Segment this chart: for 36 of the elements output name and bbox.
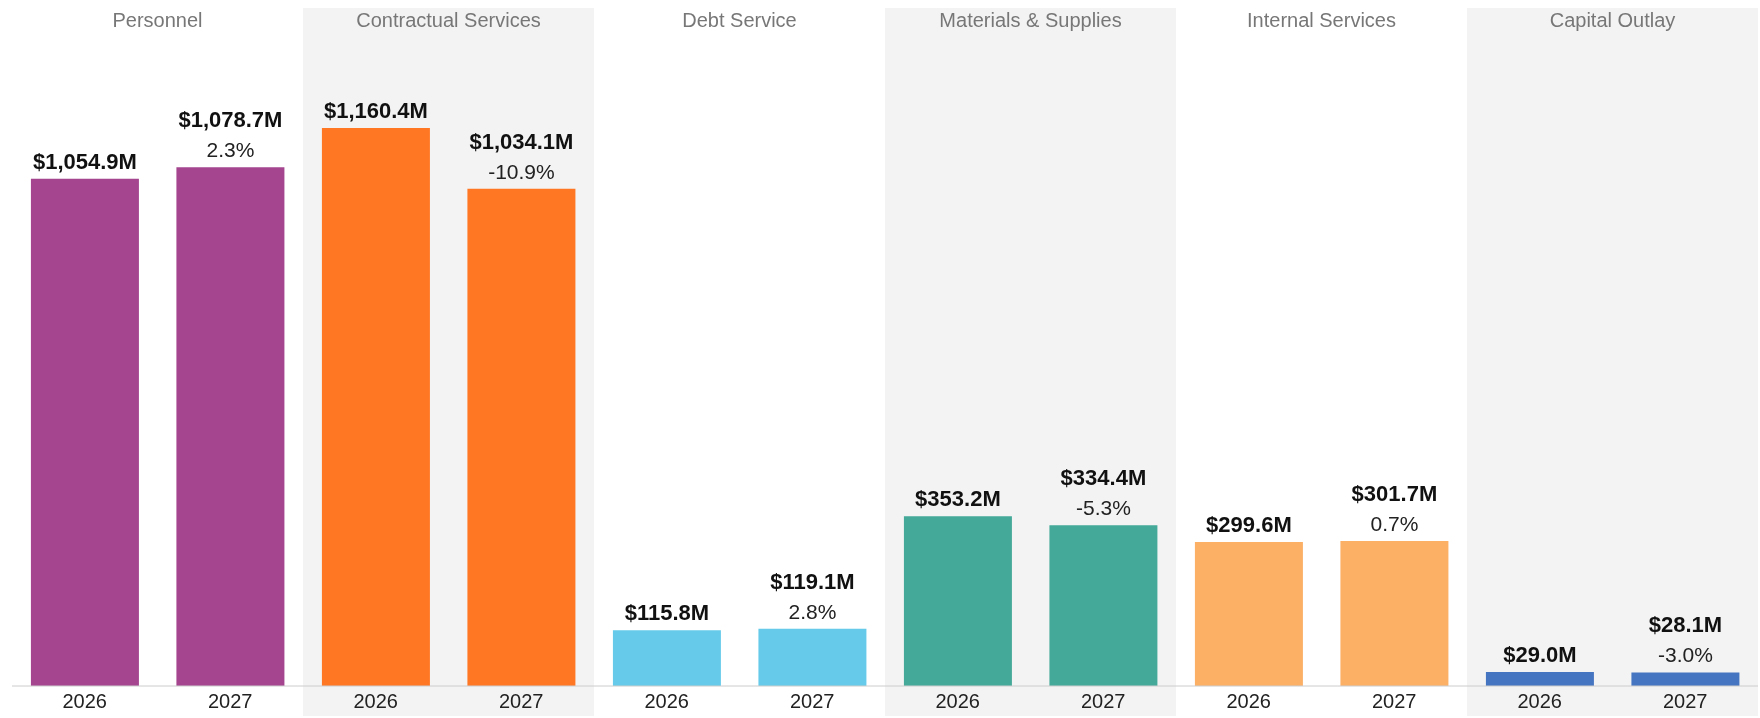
data-label: $119.1M <box>770 568 855 594</box>
x-tick-label: 2026 <box>1226 690 1271 713</box>
x-tick-label: 2026 <box>644 690 689 713</box>
x-tick-label: 2026 <box>62 690 107 713</box>
data-label: $299.6M <box>1206 511 1292 537</box>
annotation: -3.0% <box>1657 643 1713 667</box>
data-label: $1,034.1M <box>469 128 574 154</box>
annotation: -10.9% <box>488 159 555 183</box>
data-label: $29.0M <box>1503 642 1577 668</box>
data-label: $115.8M <box>624 600 710 626</box>
annotation: -5.3% <box>1075 496 1131 520</box>
data-label: $1,160.4M <box>323 98 428 123</box>
chart-title: Materials & Supplies <box>938 8 1123 32</box>
chart-title: Personnel <box>111 8 204 32</box>
annotation: 2.8% <box>788 599 837 623</box>
x-tick-label: 2026 <box>353 690 398 713</box>
annotation: 2.3% <box>206 138 255 162</box>
annotation: 0.7% <box>1370 511 1419 535</box>
x-tick-label: 2027 <box>1081 690 1126 713</box>
x-tick-label: 2027 <box>1663 690 1708 713</box>
data-label: $28.1M <box>1648 612 1723 638</box>
x-tick-label: 2026 <box>1517 690 1562 713</box>
data-label: $1,078.7M <box>178 107 283 133</box>
data-label: $353.2M <box>915 486 1001 512</box>
x-tick-label: 2027 <box>499 690 544 713</box>
chart-title: Capital Outlay <box>1548 8 1677 32</box>
chart-title: Contractual Services <box>355 8 542 32</box>
data-label: $334.4M <box>1060 465 1147 491</box>
x-tick-label: 2027 <box>790 690 835 713</box>
x-tick-label: 2026 <box>935 690 980 713</box>
chart-title: Debt Service <box>681 8 798 32</box>
x-tick-label: 2027 <box>1372 690 1417 713</box>
x-tick-label: 2027 <box>208 690 253 713</box>
data-label: $301.7M <box>1351 480 1438 506</box>
chart-title: Internal Services <box>1246 8 1397 32</box>
data-label: $1,054.9M <box>32 148 137 174</box>
